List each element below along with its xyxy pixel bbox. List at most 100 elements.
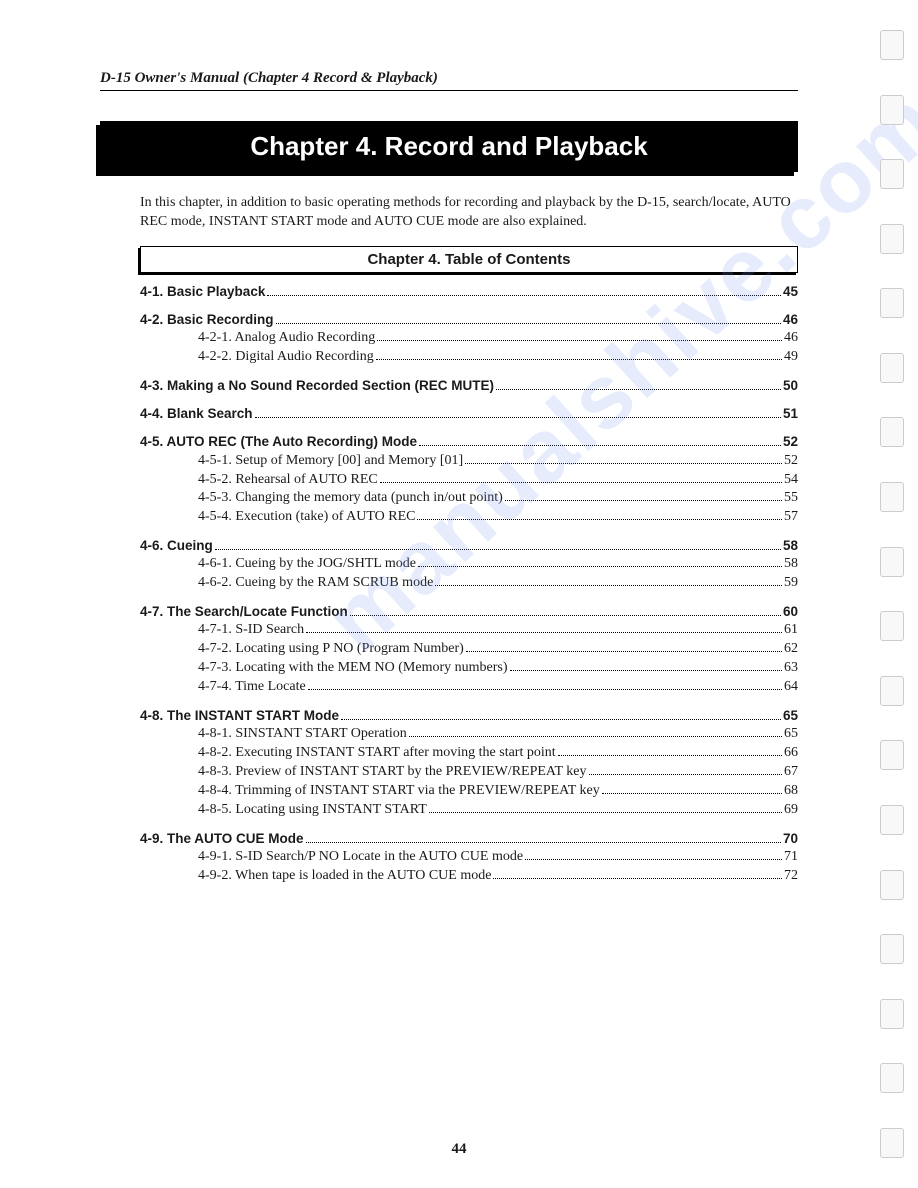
binder-hole [880, 30, 904, 60]
toc-leader-dots [589, 774, 783, 775]
toc-entry-label: 4-9-1. S-ID Search/P NO Locate in the AU… [198, 848, 523, 867]
toc-leader-dots [505, 500, 782, 501]
binder-hole [880, 999, 904, 1029]
toc-entry-page: 49 [784, 348, 798, 367]
toc-leader-dots [525, 859, 782, 860]
toc-leader-dots [267, 295, 781, 296]
toc-main-entry: 4-1. Basic Playback 45 [140, 283, 798, 301]
toc-leader-dots [255, 417, 781, 418]
toc-sub-entry: 4-9-2. When tape is loaded in the AUTO C… [140, 867, 798, 886]
toc-leader-dots [306, 842, 781, 843]
toc-leader-dots [380, 482, 782, 483]
binder-hole [880, 676, 904, 706]
toc-entry-label: 4-7-3. Locating with the MEM NO (Memory … [198, 659, 508, 678]
toc-entry-page: 51 [783, 405, 798, 423]
toc-main-entry: 4-8. The INSTANT START Mode65 [140, 707, 798, 725]
toc-entry-page: 69 [784, 801, 798, 820]
toc-leader-dots [350, 615, 781, 616]
toc-entry-label: 4-5-1. Setup of Memory [00] and Memory [… [198, 452, 463, 471]
toc-leader-dots [376, 359, 782, 360]
toc-section: 4-7. The Search/Locate Function604-7-1. … [140, 603, 798, 697]
toc-entry-page: 57 [784, 508, 798, 527]
toc-section: 4-3. Making a No Sound Recorded Section … [140, 377, 798, 395]
toc-entry-label: 4-8-2. Executing INSTANT START after mov… [198, 744, 556, 763]
toc-sub-entry: 4-8-3. Preview of INSTANT START by the P… [140, 763, 798, 782]
toc-entry-page: 45 [783, 283, 798, 301]
toc-sub-entry: 4-7-4. Time Locate 64 [140, 678, 798, 697]
chapter-title: Chapter 4. Record and Playback [100, 121, 798, 172]
toc-entry-label: 4-7-1. S-ID Search [198, 621, 304, 640]
toc-entry-page: 61 [784, 621, 798, 640]
binder-hole [880, 353, 904, 383]
binder-holes [880, 30, 908, 1158]
toc-leader-dots [215, 549, 781, 550]
toc-sub-entry: 4-7-3. Locating with the MEM NO (Memory … [140, 659, 798, 678]
toc-entry-label: 4-7-2. Locating using P NO (Program Numb… [198, 640, 464, 659]
toc-entry-page: 52 [783, 433, 798, 451]
toc-sub-entry: 4-5-3. Changing the memory data (punch i… [140, 489, 798, 508]
toc-sub-entry: 4-2-2. Digital Audio Recording49 [140, 348, 798, 367]
toc-entry-label: 4-2. Basic Recording [140, 311, 274, 329]
toc-leader-dots [419, 445, 781, 446]
toc-entry-page: 46 [783, 311, 798, 329]
binder-hole [880, 611, 904, 641]
toc-entry-page: 66 [784, 744, 798, 763]
binder-hole [880, 288, 904, 318]
toc-entry-label: 4-5-3. Changing the memory data (punch i… [198, 489, 503, 508]
toc-entry-page: 65 [784, 725, 798, 744]
toc-entry-label: 4-5-2. Rehearsal of AUTO REC [198, 471, 378, 490]
toc-leader-dots [493, 878, 782, 879]
toc-entry-label: 4-4. Blank Search [140, 405, 253, 423]
toc-entry-label: 4-8-3. Preview of INSTANT START by the P… [198, 763, 587, 782]
toc-main-entry: 4-6. Cueing58 [140, 537, 798, 555]
toc-sub-entry: 4-8-2. Executing INSTANT START after mov… [140, 744, 798, 763]
toc-section: 4-4. Blank Search 51 [140, 405, 798, 423]
toc-sub-entry: 4-5-2. Rehearsal of AUTO REC54 [140, 471, 798, 490]
binder-hole [880, 870, 904, 900]
binder-hole [880, 482, 904, 512]
toc-entry-label: 4-8-4. Trimming of INSTANT START via the… [198, 782, 600, 801]
toc-entry-page: 64 [784, 678, 798, 697]
toc-section: 4-1. Basic Playback 45 [140, 283, 798, 301]
toc-section: 4-8. The INSTANT START Mode654-8-1. SINS… [140, 707, 798, 820]
toc-entry-label: 4-5. AUTO REC (The Auto Recording) Mode [140, 433, 417, 451]
toc-sub-entry: 4-6-2. Cueing by the RAM SCRUB mode59 [140, 574, 798, 593]
toc-title: Chapter 4. Table of Contents [140, 246, 798, 273]
toc-leader-dots [465, 463, 782, 464]
toc-entry-page: 70 [783, 830, 798, 848]
toc-entry-page: 52 [784, 452, 798, 471]
binder-hole [880, 95, 904, 125]
toc-entry-label: 4-2-1. Analog Audio Recording [198, 329, 375, 348]
toc-sub-entry: 4-8-4. Trimming of INSTANT START via the… [140, 782, 798, 801]
toc-entry-page: 46 [784, 329, 798, 348]
toc-entry-label: 4-7. The Search/Locate Function [140, 603, 348, 621]
toc-main-entry: 4-3. Making a No Sound Recorded Section … [140, 377, 798, 395]
toc-entry-page: 68 [784, 782, 798, 801]
toc-entry-label: 4-1. Basic Playback [140, 283, 265, 301]
toc-leader-dots [496, 389, 781, 390]
toc-entry-label: 4-8-1. SINSTANT START Operation [198, 725, 407, 744]
toc-main-entry: 4-4. Blank Search 51 [140, 405, 798, 423]
intro-paragraph: In this chapter, in addition to basic op… [140, 194, 798, 232]
toc-entry-page: 60 [783, 603, 798, 621]
toc-section: 4-2. Basic Recording 46 4-2-1. Analog Audi… [140, 311, 798, 367]
binder-hole [880, 934, 904, 964]
toc-leader-dots [276, 323, 781, 324]
toc-leader-dots [377, 340, 782, 341]
binder-hole [880, 1063, 904, 1093]
toc-main-entry: 4-5. AUTO REC (The Auto Recording) Mode 5… [140, 433, 798, 451]
toc-sub-entry: 4-6-1. Cueing by the JOG/SHTL mode58 [140, 555, 798, 574]
toc-leader-dots [308, 689, 782, 690]
toc-section: 4-6. Cueing584-6-1. Cueing by the JOG/SH… [140, 537, 798, 593]
binder-hole [880, 547, 904, 577]
toc-entry-page: 50 [783, 377, 798, 395]
toc-leader-dots [558, 755, 782, 756]
toc-leader-dots [409, 736, 782, 737]
binder-hole [880, 159, 904, 189]
toc-entry-label: 4-7-4. Time Locate [198, 678, 306, 697]
toc-entry-page: 58 [783, 537, 798, 555]
toc-leader-dots [466, 651, 782, 652]
toc-sub-entry: 4-7-1. S-ID Search 61 [140, 621, 798, 640]
toc-entry-page: 55 [784, 489, 798, 508]
toc-entry-label: 4-6-1. Cueing by the JOG/SHTL mode [198, 555, 416, 574]
